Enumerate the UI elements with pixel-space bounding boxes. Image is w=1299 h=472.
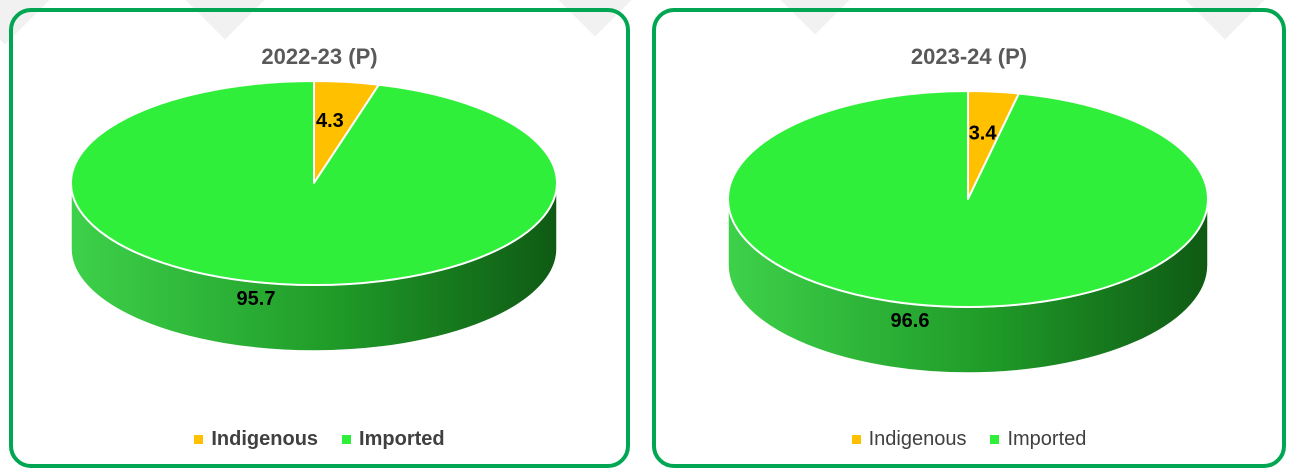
chart-title: 2023-24 (P) — [910, 44, 1028, 69]
legend-label-imported: Imported — [359, 428, 445, 450]
pie-chart: 3.4 96.6 — [727, 90, 1209, 374]
legend-label-indigenous: Indigenous — [211, 428, 319, 450]
legend-swatch-imported — [342, 435, 352, 444]
data-label-imported: 95.7 — [237, 288, 276, 310]
legend-swatch-indigenous — [194, 435, 204, 444]
chart-panel-2022-23: 2022-23 (P) 4.3 95.7 Indigenous Imported — [9, 8, 630, 468]
chart-title: 2022-23 (P) — [261, 44, 378, 69]
legend-item-indigenous: Indigenous — [194, 428, 318, 451]
legend-label-imported: Imported — [1007, 428, 1087, 450]
pie-slice-imported — [70, 80, 558, 286]
legend-label-indigenous: Indigenous — [868, 428, 967, 450]
legend-item-imported: Imported — [342, 428, 445, 451]
legend-swatch-indigenous — [851, 435, 861, 444]
data-label-indigenous: 4.3 — [316, 110, 344, 132]
legend-item-imported: Imported — [990, 428, 1086, 451]
data-label-imported: 96.6 — [891, 310, 930, 332]
chart-panel-2023-24: 2023-24 (P) 3.4 96.6 Indigenous Imported — [652, 8, 1286, 468]
legend: Indigenous Imported — [656, 428, 1282, 451]
data-label-indigenous: 3.4 — [969, 123, 998, 145]
legend: Indigenous Imported — [13, 428, 626, 451]
legend-swatch-imported — [990, 435, 1000, 444]
pie-chart: 4.3 95.7 — [70, 80, 558, 352]
pie-slice-imported — [727, 90, 1209, 308]
legend-item-indigenous: Indigenous — [851, 428, 967, 451]
